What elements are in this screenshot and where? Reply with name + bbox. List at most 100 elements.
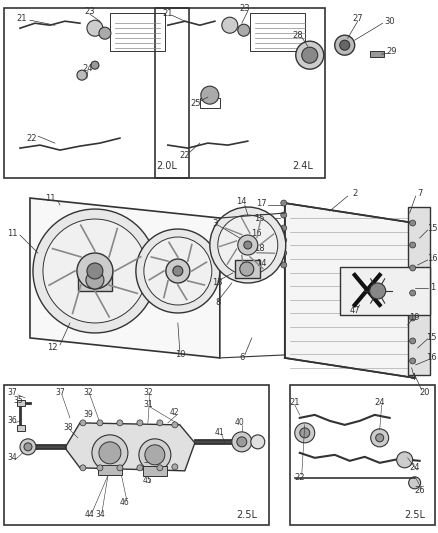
Circle shape <box>376 434 384 442</box>
Text: 21: 21 <box>162 9 173 18</box>
Text: 13: 13 <box>212 278 223 287</box>
Circle shape <box>99 442 121 464</box>
Circle shape <box>410 315 416 321</box>
Text: 11: 11 <box>45 193 55 203</box>
Circle shape <box>43 219 147 323</box>
Circle shape <box>117 465 123 471</box>
Circle shape <box>409 477 420 489</box>
Text: 28: 28 <box>293 31 303 39</box>
Circle shape <box>144 237 212 305</box>
Text: 4: 4 <box>411 374 416 382</box>
Bar <box>408 207 430 375</box>
Circle shape <box>24 443 32 451</box>
Text: 19: 19 <box>410 313 420 322</box>
Bar <box>155 8 325 178</box>
Circle shape <box>33 209 157 333</box>
Text: 26: 26 <box>414 486 425 495</box>
Text: 45: 45 <box>143 477 153 486</box>
Circle shape <box>296 41 324 69</box>
Text: 2.4L: 2.4L <box>292 161 313 171</box>
Text: 20: 20 <box>420 389 430 398</box>
Circle shape <box>145 445 165 465</box>
Circle shape <box>91 61 99 69</box>
Circle shape <box>410 242 416 248</box>
Text: 18: 18 <box>254 244 265 253</box>
Circle shape <box>238 235 258 255</box>
Text: 16: 16 <box>426 353 437 362</box>
Circle shape <box>300 428 310 438</box>
Text: 29: 29 <box>386 47 397 55</box>
Text: 37: 37 <box>7 389 17 398</box>
Circle shape <box>281 237 287 243</box>
Circle shape <box>295 423 315 443</box>
Text: 32: 32 <box>143 389 153 398</box>
Bar <box>200 98 220 108</box>
Text: 15: 15 <box>427 223 438 232</box>
Text: 47: 47 <box>350 306 360 316</box>
Text: 35: 35 <box>13 397 23 406</box>
Text: 33: 33 <box>143 456 153 465</box>
Text: 11: 11 <box>7 229 17 238</box>
Bar <box>4 385 269 525</box>
Circle shape <box>251 435 265 449</box>
Bar <box>110 13 165 51</box>
Text: 21: 21 <box>17 14 27 23</box>
Circle shape <box>340 40 350 50</box>
Circle shape <box>244 241 252 249</box>
Bar <box>17 425 25 431</box>
Circle shape <box>210 207 286 283</box>
Text: 31: 31 <box>143 400 153 409</box>
Text: 15: 15 <box>426 334 437 342</box>
Circle shape <box>238 24 250 36</box>
Circle shape <box>397 452 413 468</box>
Circle shape <box>99 27 111 39</box>
Polygon shape <box>285 203 415 378</box>
Text: 34: 34 <box>7 454 17 462</box>
Circle shape <box>410 290 416 296</box>
Circle shape <box>237 437 247 447</box>
Circle shape <box>157 420 163 426</box>
Circle shape <box>137 420 143 426</box>
Text: 10: 10 <box>175 350 185 359</box>
Bar <box>290 385 434 525</box>
Bar <box>17 400 25 406</box>
Circle shape <box>139 439 171 471</box>
Circle shape <box>77 70 87 80</box>
Circle shape <box>20 439 36 455</box>
Bar <box>98 465 122 475</box>
Text: 24: 24 <box>83 63 93 72</box>
Bar <box>4 8 189 178</box>
Circle shape <box>92 435 128 471</box>
Circle shape <box>137 465 143 471</box>
Text: 23: 23 <box>85 7 95 15</box>
Text: 44: 44 <box>85 510 95 519</box>
Circle shape <box>87 20 103 36</box>
Text: 2: 2 <box>352 189 357 198</box>
Text: 16: 16 <box>427 254 438 263</box>
Circle shape <box>218 215 278 275</box>
Circle shape <box>80 465 86 471</box>
Circle shape <box>222 17 238 33</box>
Circle shape <box>87 263 103 279</box>
Text: 23: 23 <box>240 4 250 13</box>
Circle shape <box>172 422 178 428</box>
Text: 22: 22 <box>180 151 190 159</box>
Text: 2.5L: 2.5L <box>236 510 257 520</box>
Text: 46: 46 <box>120 498 130 507</box>
Text: 8: 8 <box>215 298 220 308</box>
Text: 6: 6 <box>239 353 244 362</box>
Text: 22: 22 <box>294 473 305 482</box>
Circle shape <box>410 220 416 226</box>
Text: 24: 24 <box>410 463 420 472</box>
Circle shape <box>77 253 113 289</box>
Polygon shape <box>30 198 220 358</box>
Bar <box>143 466 167 476</box>
Polygon shape <box>65 423 195 471</box>
Bar <box>250 13 305 51</box>
Circle shape <box>410 265 416 271</box>
Text: 1: 1 <box>430 284 435 293</box>
Circle shape <box>410 338 416 344</box>
Circle shape <box>232 432 252 452</box>
Circle shape <box>240 262 254 276</box>
Text: 42: 42 <box>170 408 180 417</box>
